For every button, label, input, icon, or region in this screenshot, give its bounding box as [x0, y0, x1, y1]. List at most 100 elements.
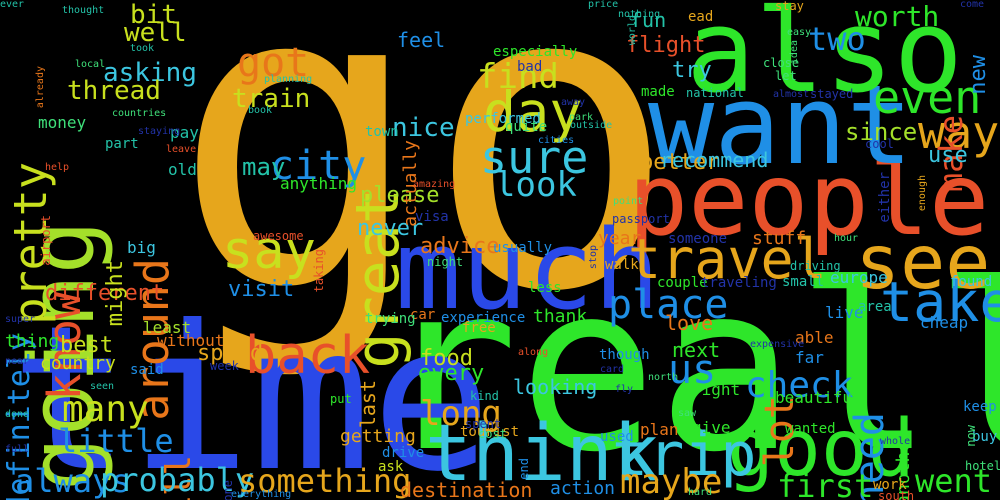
cloud-word: right [692, 380, 741, 399]
cloud-word: bad [517, 59, 543, 75]
cloud-word: train [232, 84, 311, 114]
cloud-word: keep [963, 399, 997, 415]
cloud-word: kind [470, 389, 499, 403]
cloud-word: taking [312, 249, 326, 293]
cloud-word: feel [397, 28, 446, 52]
cloud-word: now [964, 425, 978, 447]
cloud-word: please [360, 183, 440, 208]
cloud-word: planning [264, 74, 313, 85]
cloud-word: spent [465, 417, 502, 431]
cloud-word: recommend [660, 148, 769, 172]
cloud-word: say [222, 221, 316, 281]
cloud-word: car [410, 307, 436, 323]
cloud-word: getting [340, 426, 416, 447]
cloud-word: outside [570, 120, 613, 131]
cloud-word: area [858, 299, 892, 315]
cloud-word: never [357, 216, 424, 241]
cloud-word: went [915, 462, 993, 500]
cloud-word: cities [538, 135, 575, 146]
cloud-word: next [672, 338, 721, 362]
cloud-word: price [588, 0, 619, 10]
cloud-word: almost [773, 89, 810, 100]
cloud-word: probably [100, 461, 255, 499]
cloud-word: saw [678, 408, 697, 419]
cloud-word: countries [112, 108, 167, 119]
cloud-word: card [600, 364, 625, 375]
cloud-word: give [692, 418, 731, 437]
cloud-word: north [648, 372, 679, 383]
cloud-word: walk [605, 257, 639, 273]
cloud-word: national [686, 86, 744, 100]
cloud-word: nice [392, 113, 455, 143]
cloud-word: asking [103, 58, 197, 88]
cloud-word: said [130, 362, 164, 378]
cloud-word: good [727, 404, 915, 494]
cloud-word: always [15, 462, 131, 500]
cloud-word: look [495, 165, 577, 205]
cloud-word: night [427, 255, 464, 269]
cloud-word: thread [67, 76, 161, 106]
cloud-word: bit [130, 0, 177, 30]
cloud-word: go [172, 0, 678, 384]
cloud-word: stuff [752, 228, 807, 249]
cloud-word: couple [657, 275, 708, 291]
cloud-word: full [5, 444, 30, 455]
cloud-word: since [845, 118, 918, 146]
cloud-word: thank [533, 306, 588, 327]
cloud-word: hour [834, 233, 859, 244]
cloud-word: seen [90, 381, 115, 392]
cloud-word: amazing [413, 179, 456, 190]
cloud-word: little [58, 422, 174, 460]
cloud-word: south [878, 489, 915, 500]
cloud-word: destination [400, 478, 533, 500]
cloud-word: europe [830, 268, 888, 287]
cloud-word: thing [5, 331, 60, 352]
cloud-word: end [517, 458, 531, 480]
cloud-word: first [777, 467, 874, 500]
cloud-word: every [418, 361, 485, 386]
cloud-word: super [5, 314, 36, 325]
cloud-word: tourist [460, 424, 520, 440]
cloud-word: use [928, 143, 968, 168]
cloud-word: drive [382, 445, 425, 461]
cloud-word: cool [865, 137, 894, 151]
cloud-word: far [795, 348, 824, 367]
cloud-word: beautiful [775, 388, 862, 407]
cloud-word: cheap [920, 313, 969, 332]
cloud-word: visit [228, 277, 295, 302]
cloud-word: driving [790, 259, 841, 273]
cloud-word: buy [972, 429, 998, 445]
cloud-word: trip [612, 420, 757, 490]
cloud-word: small [782, 274, 825, 290]
cloud-word: come [960, 0, 985, 10]
cloud-word: idea [789, 40, 800, 65]
cloud-word: performed [465, 111, 541, 127]
cloud-word: already [35, 66, 46, 109]
cloud-word: want [648, 61, 913, 189]
cloud-word: spend [197, 341, 264, 366]
cloud-word: food [420, 346, 473, 371]
cloud-word: even [873, 71, 982, 124]
cloud-word: airport [39, 215, 53, 266]
cloud-word: maybe [620, 462, 723, 500]
cloud-word: near [5, 356, 30, 367]
cloud-word: work [873, 477, 907, 493]
cloud-word: local [75, 59, 106, 70]
cloud-word: quite [505, 119, 548, 135]
cloud-word: visa [415, 209, 449, 225]
cloud-word: ever [0, 0, 25, 10]
cloud-word: done [5, 409, 30, 420]
cloud-word: also [686, 0, 963, 119]
cloud-word: place [608, 282, 729, 328]
cloud-word: trying [365, 311, 416, 327]
cloud-word: love [665, 311, 714, 335]
cloud-word: many [62, 389, 149, 430]
cloud-word: everything [231, 489, 292, 500]
cloud-word: expensive [750, 339, 805, 350]
cloud-word: put [330, 392, 352, 406]
cloud-word: ask [378, 459, 404, 475]
cloud-word: help [45, 162, 70, 173]
cloud-word: well [124, 18, 187, 48]
cloud-word: whole [880, 436, 911, 447]
cloud-word: stayed [810, 87, 854, 101]
